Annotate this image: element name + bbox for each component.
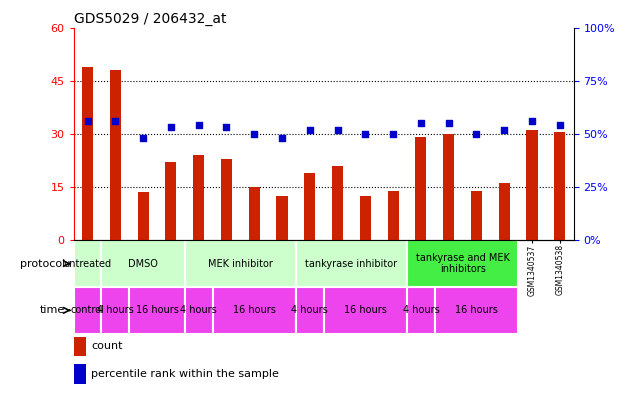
FancyBboxPatch shape [296, 287, 324, 334]
Text: 4 hours: 4 hours [180, 305, 217, 315]
Bar [193, 155, 204, 240]
Text: untreated: untreated [63, 259, 112, 268]
Point [83, 118, 93, 124]
Text: MEK inhibitor: MEK inhibitor [208, 259, 273, 268]
FancyBboxPatch shape [407, 287, 435, 334]
Point [304, 127, 315, 133]
Point [554, 122, 565, 129]
Bar [74, 364, 86, 384]
FancyBboxPatch shape [324, 287, 407, 334]
Text: count: count [91, 342, 122, 351]
Bar [360, 196, 371, 240]
Point [527, 118, 537, 124]
Point [110, 118, 121, 124]
Point [499, 127, 510, 133]
Text: 16 hours: 16 hours [233, 305, 276, 315]
Bar [554, 132, 565, 240]
FancyBboxPatch shape [435, 287, 518, 334]
Point [471, 131, 481, 137]
FancyBboxPatch shape [407, 240, 518, 287]
Bar [415, 138, 426, 240]
Text: tankyrase and MEK
inhibitors: tankyrase and MEK inhibitors [415, 253, 510, 274]
Text: tankyrase inhibitor: tankyrase inhibitor [305, 259, 397, 268]
Text: 4 hours: 4 hours [403, 305, 439, 315]
Point [277, 135, 287, 141]
Point [333, 127, 343, 133]
Text: 4 hours: 4 hours [97, 305, 134, 315]
FancyBboxPatch shape [74, 240, 101, 287]
Bar [221, 159, 232, 240]
Point [388, 131, 398, 137]
Bar [443, 134, 454, 240]
FancyBboxPatch shape [185, 240, 296, 287]
Text: 16 hours: 16 hours [344, 305, 387, 315]
Bar [276, 196, 288, 240]
Bar [388, 191, 399, 240]
Point [221, 124, 231, 130]
Bar [526, 130, 538, 240]
FancyBboxPatch shape [129, 287, 185, 334]
Bar [304, 173, 315, 240]
Bar [82, 66, 93, 240]
Text: control: control [71, 305, 104, 315]
FancyBboxPatch shape [101, 287, 129, 334]
Bar [138, 192, 149, 240]
Bar [74, 336, 86, 356]
Bar [499, 184, 510, 240]
Point [360, 131, 370, 137]
Point [166, 124, 176, 130]
FancyBboxPatch shape [185, 287, 213, 334]
Bar [249, 187, 260, 240]
Point [194, 122, 204, 129]
Point [138, 135, 148, 141]
Bar [471, 191, 482, 240]
FancyBboxPatch shape [296, 240, 407, 287]
Text: protocol: protocol [20, 259, 65, 268]
FancyBboxPatch shape [101, 240, 185, 287]
Text: GDS5029 / 206432_at: GDS5029 / 206432_at [74, 13, 226, 26]
Point [416, 120, 426, 127]
Bar [110, 70, 121, 240]
FancyBboxPatch shape [213, 287, 296, 334]
Bar [165, 162, 176, 240]
Text: 16 hours: 16 hours [136, 305, 178, 315]
Bar [332, 166, 343, 240]
Text: 4 hours: 4 hours [292, 305, 328, 315]
Point [444, 120, 454, 127]
FancyBboxPatch shape [74, 287, 101, 334]
Text: time: time [40, 305, 65, 315]
Text: 16 hours: 16 hours [455, 305, 498, 315]
Text: percentile rank within the sample: percentile rank within the sample [91, 369, 279, 379]
Text: DMSO: DMSO [128, 259, 158, 268]
Point [249, 131, 260, 137]
